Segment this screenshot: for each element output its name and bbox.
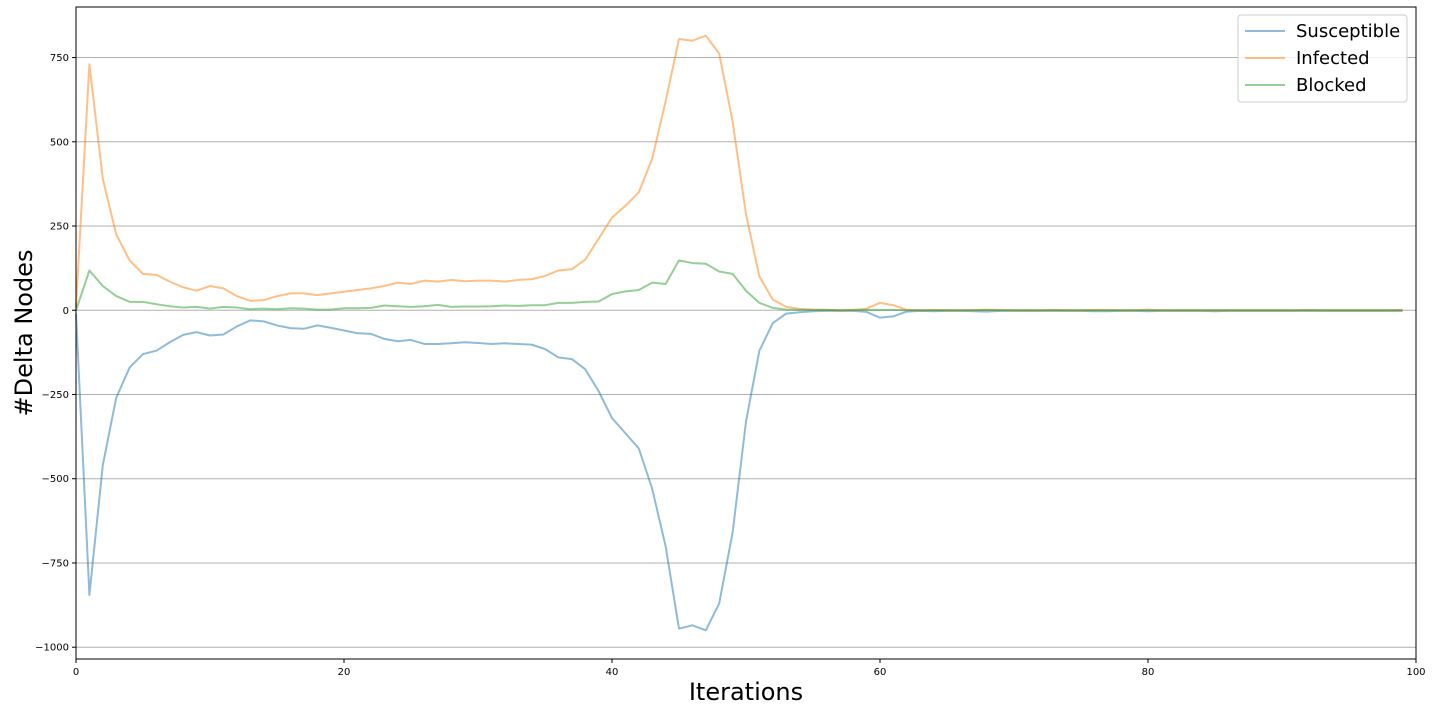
x-axis-ticks: 0 20 40 60 80 100: [73, 659, 1426, 678]
x-tick-label: 100: [1406, 667, 1425, 678]
y-tick-label: −750: [42, 558, 69, 569]
x-tick-label: 0: [73, 667, 79, 678]
x-tick-label: 60: [874, 667, 887, 678]
x-axis-label: Iterations: [689, 678, 803, 706]
legend: Susceptible Infected Blocked: [1237, 14, 1408, 103]
y-tick-label: −1000: [35, 643, 69, 654]
y-tick-label: 750: [50, 53, 69, 64]
y-tick-label: −250: [42, 390, 69, 401]
series-line-blocked: [75, 259, 1403, 312]
x-tick-label: 40: [606, 667, 619, 678]
y-axis-ticks: −1000 −750 −500 −250 0 250 500 750: [35, 53, 76, 654]
y-tick-label: −500: [42, 474, 69, 485]
series-line-infected: [75, 34, 1403, 312]
y-tick-label: 0: [63, 306, 69, 317]
x-tick-label: 20: [338, 667, 351, 678]
legend-frame: [1237, 14, 1408, 103]
x-tick-label: 80: [1142, 667, 1155, 678]
y-tick-label: 500: [50, 137, 69, 148]
series-line-susceptible: [75, 309, 1403, 632]
series-lines: [75, 34, 1403, 632]
legend-label-infected: Infected: [1296, 48, 1370, 69]
grid-lines: [76, 57, 1416, 648]
y-tick-label: 250: [50, 222, 69, 233]
plot-frame: [75, 6, 1417, 660]
y-axis-label: #Delta Nodes: [10, 250, 38, 417]
legend-label-susceptible: Susceptible: [1296, 21, 1400, 42]
legend-label-blocked: Blocked: [1296, 75, 1367, 96]
